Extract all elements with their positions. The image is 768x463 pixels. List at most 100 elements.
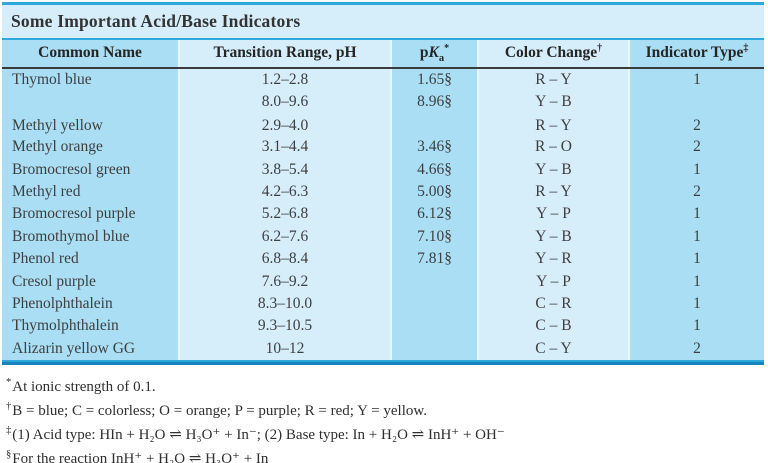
cell-common-name: Thymolphthalein (2, 315, 178, 338)
footnote-marker: § (6, 449, 12, 461)
footnotes-section: *At ionic strength of 0.1. †B = blue; C … (0, 365, 768, 463)
footnote-text: For the reaction InH⁺ + H₂O ⇌ H₃O⁺ + In (12, 451, 269, 463)
cell-common-name: Methyl yellow (2, 113, 178, 137)
table-row: Phenol red 6.8–8.4 7.81§ Y – R 1 (2, 248, 764, 271)
cell-pka: 8.96§ (390, 91, 477, 114)
footnote-marker: * (6, 377, 12, 389)
cell-transition-range: 1.2–2.8 (178, 69, 390, 92)
cell-pka: 3.46§ (390, 136, 477, 159)
cell-indicator-type: 1 (628, 315, 764, 338)
cell-transition-range: 8.0–9.6 (178, 91, 390, 114)
cell-color-change: C – Y (477, 337, 628, 361)
column-header-indicator-type: Indicator Type‡ (628, 40, 764, 67)
cell-pka (390, 270, 477, 293)
cell-common-name: Methyl orange (2, 136, 178, 159)
cell-common-name: Alizarin yellow GG (2, 337, 178, 361)
indicators-table: Some Important Acid/Base Indicators Comm… (2, 2, 764, 366)
cell-common-name: Phenol red (2, 248, 178, 271)
footnote-marker: † (6, 401, 12, 413)
column-header-common-name: Common Name (2, 40, 178, 67)
cell-pka: 7.81§ (390, 248, 477, 271)
cell-transition-range: 5.2–6.8 (178, 203, 390, 226)
cell-common-name: Bromothymol blue (2, 225, 178, 249)
table-row: Methyl red 4.2–6.3 5.00§ R – Y 2 (2, 180, 764, 204)
cell-pka: 6.12§ (390, 203, 477, 226)
cell-color-change: C – R (477, 292, 628, 316)
cell-color-change: Y – B (477, 91, 628, 114)
table-body: Thymol blue 1.2–2.8 1.65§ R – Y 1 8.0–9.… (2, 69, 764, 361)
footnote-pka-reaction: §For the reaction InH⁺ + H₂O ⇌ H₃O⁺ + In (6, 447, 768, 463)
cell-common-name: Phenolphthalein (2, 292, 178, 316)
table-bottom-rule-light (2, 360, 764, 363)
cell-color-change: R – Y (477, 69, 628, 92)
table-row: 8.0–9.6 8.96§ Y – B (2, 91, 764, 114)
cell-common-name: Bromocresol purple (2, 203, 178, 226)
cell-transition-range: 10–12 (178, 337, 390, 361)
table-title-bar: Some Important Acid/Base Indicators (2, 5, 764, 38)
footnote-color-key: †B = blue; C = colorless; O = orange; P … (6, 399, 768, 423)
cell-indicator-type: 1 (628, 248, 764, 271)
cell-color-change: C – B (477, 315, 628, 338)
cell-common-name: Cresol purple (2, 270, 178, 293)
footnote-text: (1) Acid type: HIn + H₂O ⇌ H₃O⁺ + In⁻; (… (12, 427, 505, 444)
cell-color-change: Y – P (477, 270, 628, 293)
header-divider (2, 67, 764, 69)
table-row: Methyl yellow 2.9–4.0 R – Y 2 (2, 113, 764, 137)
cell-indicator-type: 2 (628, 113, 764, 137)
table-row: Bromocresol green 3.8–5.4 4.66§ Y – B 1 (2, 158, 764, 181)
cell-transition-range: 3.1–4.4 (178, 136, 390, 159)
cell-common-name: Bromocresol green (2, 158, 178, 181)
cell-color-change: Y – B (477, 158, 628, 181)
footnote-text: At ionic strength of 0.1. (12, 379, 156, 396)
cell-transition-range: 6.2–7.6 (178, 225, 390, 249)
cell-transition-range: 2.9–4.0 (178, 113, 390, 137)
cell-indicator-type: 1 (628, 158, 764, 181)
cell-color-change: R – Y (477, 180, 628, 204)
cell-pka: 5.00§ (390, 180, 477, 204)
cell-indicator-type: 2 (628, 337, 764, 361)
cell-indicator-type: 1 (628, 225, 764, 249)
cell-indicator-type: 2 (628, 136, 764, 159)
footnote-marker: ‡ (6, 425, 12, 437)
cell-transition-range: 8.3–10.0 (178, 292, 390, 316)
cell-color-change: Y – P (477, 203, 628, 226)
column-header-transition-range: Transition Range, pH (178, 40, 390, 67)
cell-pka (390, 337, 477, 361)
cell-pka (390, 315, 477, 338)
cell-color-change: Y – R (477, 248, 628, 271)
footnote-indicator-types: ‡(1) Acid type: HIn + H₂O ⇌ H₃O⁺ + In⁻; … (6, 423, 768, 447)
footnote-ionic-strength: *At ionic strength of 0.1. (6, 375, 768, 399)
cell-common-name: Methyl red (2, 180, 178, 204)
cell-indicator-type (628, 91, 764, 114)
table-header-row: Common Name Transition Range, pH pKa* Co… (2, 40, 764, 67)
cell-color-change: R – O (477, 136, 628, 159)
cell-pka: 1.65§ (390, 69, 477, 92)
cell-indicator-type: 1 (628, 69, 764, 92)
cell-transition-range: 6.8–8.4 (178, 248, 390, 271)
table-bottom-rule-dark (2, 362, 764, 366)
cell-pka: 4.66§ (390, 158, 477, 181)
cell-common-name: Thymol blue (2, 69, 178, 92)
cell-pka: 7.10§ (390, 225, 477, 249)
cell-color-change: R – Y (477, 113, 628, 137)
cell-common-name (2, 91, 178, 114)
cell-pka (390, 292, 477, 316)
table-title: Some Important Acid/Base Indicators (11, 11, 301, 31)
cell-indicator-type: 1 (628, 203, 764, 226)
cell-transition-range: 9.3–10.5 (178, 315, 390, 338)
cell-indicator-type: 2 (628, 180, 764, 204)
cell-color-change: Y – B (477, 225, 628, 249)
footnote-text: B = blue; C = colorless; O = orange; P =… (12, 403, 427, 420)
table-row: Bromothymol blue 6.2–7.6 7.10§ Y – B 1 (2, 225, 764, 249)
cell-transition-range: 4.2–6.3 (178, 180, 390, 204)
table-row: Cresol purple 7.6–9.2 Y – P 1 (2, 270, 764, 293)
cell-pka (390, 113, 477, 137)
cell-transition-range: 3.8–5.4 (178, 158, 390, 181)
table-row: Alizarin yellow GG 10–12 C – Y 2 (2, 337, 764, 361)
table-top-rule (2, 2, 764, 5)
table-row: Phenolphthalein 8.3–10.0 C – R 1 (2, 292, 764, 316)
title-divider (2, 38, 764, 40)
column-header-color-change: Color Change† (477, 40, 628, 67)
table-row: Methyl orange 3.1–4.4 3.46§ R – O 2 (2, 136, 764, 159)
table-row: Thymolphthalein 9.3–10.5 C – B 1 (2, 315, 764, 338)
